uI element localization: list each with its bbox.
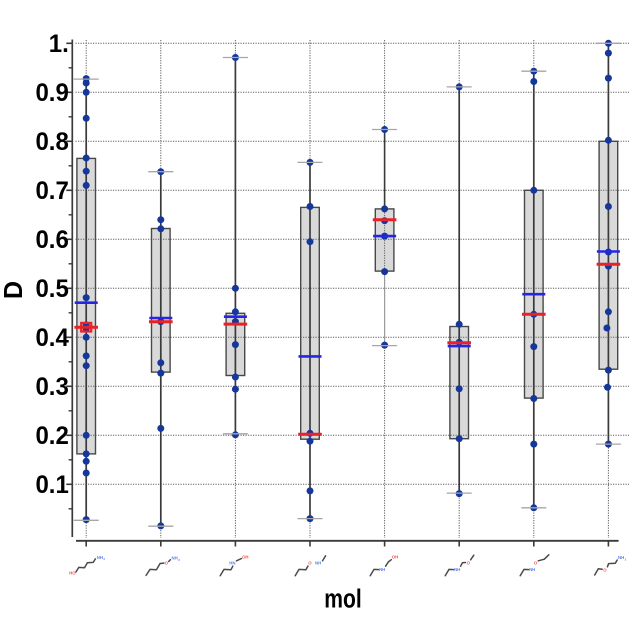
svg-text:NH: NH: [97, 555, 103, 560]
svg-text:NH: NH: [315, 561, 321, 566]
svg-text:NH: NH: [379, 567, 385, 572]
svg-text:NH: NH: [618, 555, 624, 560]
svg-text:NH: NH: [172, 556, 178, 561]
svg-text:D: D: [0, 281, 28, 299]
svg-text:0.9: 0.9: [35, 80, 68, 108]
svg-text:0.8: 0.8: [35, 129, 68, 157]
svg-text:0.4: 0.4: [35, 325, 69, 353]
svg-text:NH: NH: [454, 567, 460, 572]
svg-text:HN: HN: [229, 561, 235, 566]
svg-text:OH: OH: [392, 555, 398, 560]
svg-text:O: O: [165, 560, 169, 565]
svg-text:2: 2: [103, 557, 105, 561]
svg-text:O: O: [603, 567, 607, 572]
svg-text:O: O: [534, 560, 538, 565]
svg-text:O: O: [308, 560, 312, 565]
svg-text:2: 2: [178, 558, 180, 562]
svg-text:mol: mol: [324, 586, 361, 615]
svg-text:0.2: 0.2: [35, 423, 68, 451]
svg-text:O: O: [467, 560, 471, 565]
svg-text:0.3: 0.3: [35, 374, 68, 402]
svg-text:NH: NH: [529, 567, 535, 572]
svg-text:2: 2: [625, 557, 627, 561]
svg-text:0.5: 0.5: [35, 276, 68, 304]
svg-text:0.1: 0.1: [35, 472, 68, 500]
svg-text:0.6: 0.6: [35, 227, 68, 255]
svg-text:1.: 1.: [49, 31, 69, 59]
svg-text:HO: HO: [69, 571, 76, 576]
svg-text:OH: OH: [242, 555, 248, 560]
svg-text:0.7: 0.7: [35, 178, 68, 206]
